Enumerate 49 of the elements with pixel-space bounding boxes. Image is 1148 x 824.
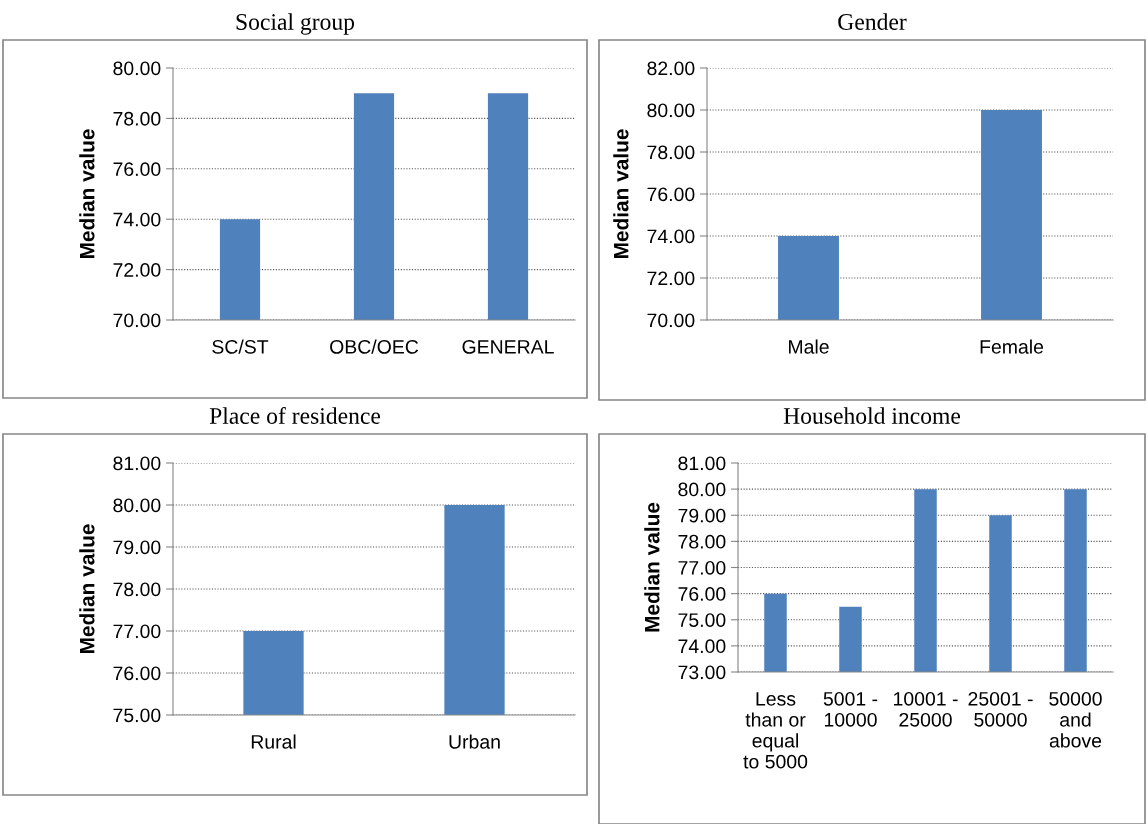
y-tick-label: 80.00: [647, 103, 695, 118]
x-tick-label: GENERAL: [462, 339, 554, 354]
x-tick-label: Rural: [251, 734, 296, 749]
x-tick-label: 5001 - 10000: [823, 691, 878, 727]
x-tick-label: Male: [789, 339, 829, 354]
chart-title: Place of residence: [209, 407, 381, 424]
chart-title: Household income: [783, 407, 961, 424]
y-tick-label: 80.00: [678, 482, 726, 497]
x-tick-label: 50000 and above: [1049, 691, 1102, 748]
y-tick-label: 79.00: [678, 508, 726, 523]
x-tick-label: Less than or equal to 5000: [743, 692, 808, 769]
y-tick-label: 76.00: [678, 587, 726, 601]
x-tick-label: 25001 - 50000: [968, 691, 1033, 727]
y-tick-label: 80.00: [113, 61, 161, 76]
x-tick-label: 10001 - 25000: [894, 691, 958, 727]
y-tick-label: 82.00: [647, 61, 695, 76]
y-tick-label: 79.00: [113, 540, 161, 555]
y-tick-label: 78.00: [113, 111, 161, 126]
y-tick-label: 81.00: [113, 456, 161, 471]
y-tick-label: 74.00: [678, 639, 726, 654]
y-tick-label: 75.00: [678, 613, 726, 627]
y-tick-label: 72.00: [647, 271, 695, 286]
y-tick-label: 80.00: [113, 498, 161, 513]
x-tick-label: OBC/OEC: [330, 339, 419, 354]
y-tick-label: 81.00: [678, 456, 726, 471]
y-axis-title: Median value: [644, 502, 660, 632]
chart-title: Social group: [236, 13, 355, 35]
y-tick-label: 70.00: [647, 313, 695, 328]
y-axis-title: Median value: [613, 129, 629, 259]
x-tick-label: SC/ST: [212, 339, 269, 354]
y-tick-label: 74.00: [113, 212, 161, 227]
y-tick-label: 77.00: [678, 560, 726, 575]
y-tick-label: 78.00: [113, 582, 161, 597]
y-tick-label: 76.00: [647, 187, 695, 202]
y-tick-label: 78.00: [647, 145, 695, 160]
chart-title: Gender: [838, 13, 907, 30]
y-tick-label: 72.00: [113, 263, 161, 277]
x-tick-label: Urban: [449, 734, 500, 749]
y-tick-label: 76.00: [113, 666, 161, 681]
y-tick-label: 73.00: [678, 665, 726, 680]
y-tick-label: 70.00: [113, 313, 161, 328]
y-tick-label: 76.00: [113, 162, 161, 177]
y-tick-label: 77.00: [113, 624, 161, 639]
y-tick-label: 74.00: [647, 229, 695, 244]
y-axis-title: Median value: [79, 524, 95, 654]
x-tick-label: Female: [980, 339, 1044, 354]
y-tick-label: 75.00: [113, 708, 161, 723]
y-tick-label: 78.00: [678, 534, 726, 549]
y-axis-title: Median value: [79, 129, 95, 259]
